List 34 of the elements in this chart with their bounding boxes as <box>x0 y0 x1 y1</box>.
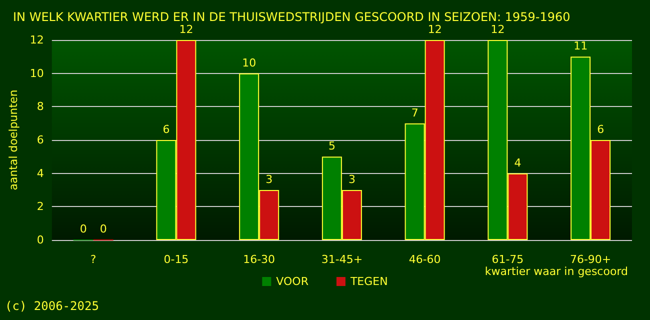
text: (c) 2006-2025 <box>5 299 99 313</box>
data-label: 10 <box>242 56 256 70</box>
x-tick-label: 76-90+ <box>570 253 612 266</box>
chart-title: IN WELK KWARTIER WERD ER IN DE THUISWEDSTRIJDEN GESCOORD IN SEIZOEN: 1959-1960 <box>13 10 570 24</box>
data-label: 7 <box>411 106 418 120</box>
legend-label: VOOR <box>276 275 309 288</box>
x-tick-label: 0-15 <box>164 253 189 266</box>
data-label: 3 <box>266 173 273 186</box>
data-label: 0 <box>100 222 107 236</box>
y-tick-label: 4 <box>36 166 44 180</box>
y-axis-title: aantal doelpunten <box>7 90 20 190</box>
legend-label: TEGEN <box>349 275 388 288</box>
data-label: 6 <box>162 123 170 136</box>
y-tick-label: 0 <box>36 234 44 246</box>
y-tick-label: 6 <box>36 134 44 146</box>
y-tick-label: 12 <box>30 34 44 46</box>
x-tick-label: 61-75 <box>492 253 524 266</box>
data-label: 5 <box>328 140 336 153</box>
data-label: 3 <box>348 173 356 186</box>
y-tick-label: 8 <box>36 100 44 114</box>
y-tick-label: 2 <box>36 200 44 214</box>
data-label: 6 <box>597 123 604 136</box>
data-label: 0 <box>80 222 87 236</box>
data-label: 4 <box>514 156 522 170</box>
data-label: 12 <box>179 23 194 36</box>
x-tick-label: 31-45+ <box>321 253 363 266</box>
data-label: 11 <box>574 40 588 53</box>
y-tick-label: 10 <box>30 66 44 80</box>
x-tick-label: ? <box>90 253 96 266</box>
data-label: 12 <box>490 23 505 36</box>
x-tick-label: 16-30 <box>243 253 276 266</box>
x-tick-label: 46-60 <box>408 253 441 266</box>
data-label: 12 <box>428 23 442 36</box>
x-axis-title: kwartier waar in gescoord <box>484 265 628 278</box>
